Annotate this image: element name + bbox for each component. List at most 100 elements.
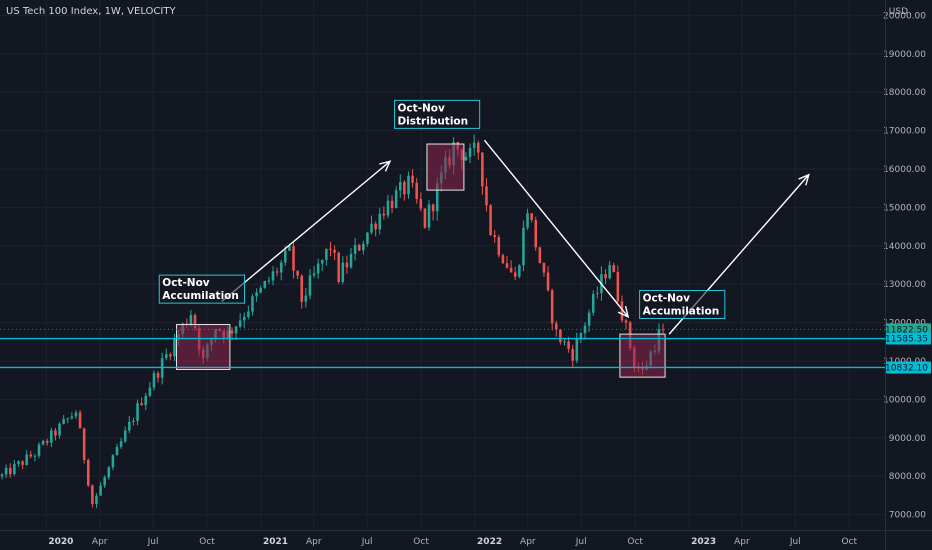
candle-body[interactable] [169, 354, 172, 357]
candle-body[interactable] [58, 423, 61, 436]
candle-body[interactable] [132, 420, 135, 422]
candle-body[interactable] [308, 275, 312, 296]
candle-body[interactable] [128, 421, 131, 431]
candle-body[interactable] [411, 175, 414, 183]
candle-body[interactable] [230, 330, 234, 334]
candle-body[interactable] [251, 296, 254, 312]
candle-body[interactable] [468, 147, 472, 157]
candle-body[interactable] [374, 223, 377, 230]
candle-body[interactable] [591, 294, 595, 313]
candle-body[interactable] [238, 320, 242, 327]
candle-body[interactable] [612, 265, 616, 272]
candle-body[interactable] [559, 329, 562, 343]
candle-body[interactable] [534, 219, 538, 248]
candle-body[interactable] [526, 213, 529, 228]
candle-body[interactable] [292, 246, 295, 271]
candle-body[interactable] [530, 213, 533, 220]
candle-body[interactable] [477, 142, 480, 153]
candle-body[interactable] [54, 430, 57, 436]
candle-body[interactable] [620, 301, 624, 321]
trend-arrow-line[interactable] [483, 139, 629, 318]
candle-body[interactable] [107, 467, 111, 478]
candle-body[interactable] [608, 265, 611, 279]
candle-body[interactable] [74, 412, 78, 417]
candle-body[interactable] [8, 467, 12, 475]
candle-body[interactable] [4, 467, 8, 475]
candle-body[interactable] [33, 455, 37, 457]
candle-body[interactable] [66, 418, 70, 420]
zone-box[interactable] [176, 324, 231, 370]
candle-body[interactable] [390, 200, 394, 208]
candle-body[interactable] [509, 267, 513, 273]
candle-body[interactable] [485, 186, 488, 206]
candle-body[interactable] [349, 253, 353, 268]
candle-body[interactable] [275, 271, 279, 273]
candle-body[interactable] [596, 293, 599, 295]
candle-body[interactable] [111, 455, 115, 468]
candle-body[interactable] [115, 446, 119, 456]
annotation-box[interactable] [158, 274, 245, 304]
candle-body[interactable] [263, 280, 267, 288]
candle-body[interactable] [353, 245, 357, 254]
candle-body[interactable] [472, 142, 476, 148]
candle-body[interactable] [144, 395, 148, 406]
candle-body[interactable] [505, 263, 509, 268]
candle-body[interactable] [78, 412, 82, 429]
candle-body[interactable] [13, 463, 16, 475]
candle-body[interactable] [624, 320, 628, 323]
candle-body[interactable] [17, 461, 20, 464]
candle-body[interactable] [50, 430, 53, 443]
candle-body[interactable] [193, 315, 197, 329]
candle-body[interactable] [575, 339, 579, 361]
candle-body[interactable] [538, 247, 542, 264]
candle-body[interactable] [542, 263, 546, 273]
annotation-box[interactable] [639, 289, 726, 319]
candle-body[interactable] [288, 246, 291, 251]
candle-body[interactable] [271, 271, 275, 281]
candle-body[interactable] [481, 152, 484, 187]
candle-body[interactable] [378, 213, 382, 230]
candle-body[interactable] [403, 181, 406, 195]
candle-body[interactable] [382, 213, 386, 216]
candle-body[interactable] [45, 440, 49, 443]
candle-body[interactable] [386, 200, 390, 216]
annotation-box[interactable] [393, 99, 481, 129]
candle-body[interactable] [583, 325, 587, 334]
candle-body[interactable] [189, 315, 193, 325]
candle-body[interactable] [493, 235, 496, 237]
candle-body[interactable] [518, 265, 521, 277]
candle-body[interactable] [333, 249, 336, 253]
candle-body[interactable] [296, 270, 299, 276]
zone-box[interactable] [426, 143, 465, 191]
candle-body[interactable] [62, 419, 65, 424]
candle-body[interactable] [489, 205, 492, 236]
candle-body[interactable] [419, 198, 423, 209]
candle-body[interactable] [259, 287, 262, 293]
candle-body[interactable] [82, 428, 86, 460]
candle-body[interactable] [136, 403, 139, 421]
candle-body[interactable] [37, 444, 41, 456]
candle-body[interactable] [70, 416, 74, 419]
candle-body[interactable] [255, 292, 258, 297]
candle-body[interactable] [304, 295, 308, 302]
candle-body[interactable] [329, 248, 332, 250]
candle-body[interactable] [29, 454, 33, 457]
candle-body[interactable] [173, 338, 176, 357]
candle-body[interactable] [345, 262, 349, 268]
candle-body[interactable] [431, 204, 435, 212]
trend-arrow-line[interactable] [221, 160, 391, 303]
candle-body[interactable] [140, 403, 143, 406]
candle-body[interactable] [103, 477, 106, 486]
candle-body[interactable] [370, 223, 373, 233]
candle-body[interactable] [513, 272, 517, 277]
candle-body[interactable] [415, 182, 418, 199]
candle-body[interactable] [320, 260, 324, 264]
candle-body[interactable] [279, 262, 283, 273]
candle-body[interactable] [312, 273, 316, 276]
candle-body[interactable] [579, 333, 583, 340]
candle-body[interactable] [95, 495, 98, 504]
candle-body[interactable] [267, 280, 271, 282]
candle-body[interactable] [148, 387, 152, 396]
candle-body[interactable] [86, 459, 90, 486]
candle-body[interactable] [501, 255, 505, 264]
